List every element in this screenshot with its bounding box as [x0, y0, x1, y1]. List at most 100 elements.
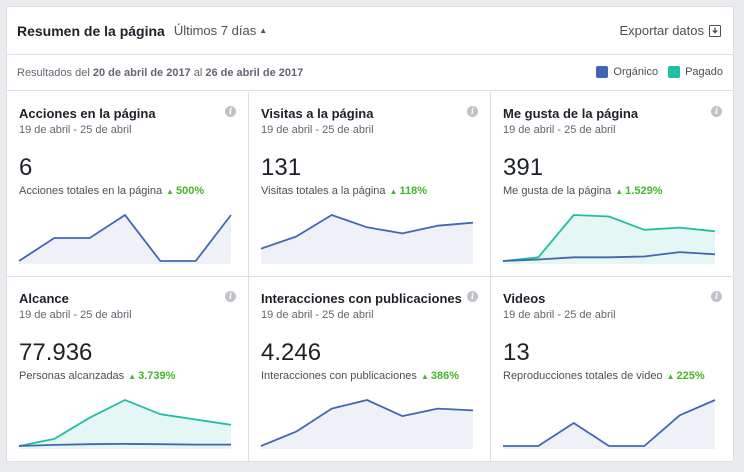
sparkline-chart: [18, 399, 232, 449]
results-period-bar: Resultados del 20 de abril de 2017 al 26…: [7, 55, 733, 91]
metric-title[interactable]: Alcance: [19, 291, 69, 306]
legend-organic-label: Orgánico: [613, 66, 659, 78]
legend-paid: Pagado: [668, 66, 723, 78]
metric-change: ▲ 3.739%: [128, 370, 175, 382]
info-icon[interactable]: i: [467, 106, 478, 117]
metric-description-label: Acciones totales en la página: [19, 185, 163, 197]
trend-up-icon: ▲: [615, 186, 624, 196]
paid-series-line: [502, 214, 716, 262]
metric-change: ▲ 225%: [667, 370, 705, 382]
metric-card-videos[interactable]: Videos 19 de abril - 25 de abril i 13 Reprod…: [491, 277, 734, 462]
metric-description-label: Personas alcanzadas: [19, 370, 125, 382]
metric-change: ▲ 1.529%: [615, 185, 662, 197]
page-summary-panel: Resumen de la página Últimos 7 días ▲︎ E…: [6, 6, 734, 462]
metric-description: Reproducciones totales de video ▲ 225%: [503, 370, 705, 382]
metric-description: Personas alcanzadas ▲ 3.739%: [19, 370, 175, 382]
info-icon[interactable]: i: [467, 291, 478, 302]
metric-value: 4.246: [261, 339, 322, 366]
metric-change-value: 3.739%: [138, 370, 176, 382]
metric-change: ▲ 118%: [390, 185, 427, 197]
metric-date-range: 19 de abril - 25 de abril: [261, 124, 374, 136]
results-start-date: 20 de abril de 2017: [92, 66, 191, 79]
organic-series-line: [260, 399, 474, 447]
trend-up-icon: ▲: [389, 186, 398, 196]
sparkline-chart: [260, 399, 474, 449]
metric-card-page-likes[interactable]: Me gusta de la página 19 de abril - 25 de…: [491, 92, 734, 277]
legend: Orgánico Pagado: [586, 66, 723, 78]
metric-description: Interacciones con publicaciones ▲ 386%: [261, 370, 459, 382]
organic-series-area: [503, 400, 715, 449]
date-range-label: Últimos 7 días: [173, 23, 257, 38]
organic-series-area: [19, 215, 231, 264]
download-icon: [709, 24, 721, 37]
metric-description-label: Visitas totales a la página: [261, 185, 386, 197]
metric-title[interactable]: Acciones en la página: [19, 106, 156, 121]
metric-value: 391: [503, 154, 544, 181]
info-icon[interactable]: i: [711, 106, 722, 117]
metric-change-value: 1.529%: [625, 185, 663, 197]
organic-series-line: [260, 214, 474, 250]
results-period-text: Resultados del 20 de abril de 2017 al 26…: [17, 67, 303, 79]
metric-change: ▲ 500%: [166, 185, 204, 197]
info-icon[interactable]: i: [225, 291, 236, 302]
paid-series-area: [503, 215, 715, 264]
metric-card-page-views[interactable]: Visitas a la página 19 de abril - 25 de a…: [249, 92, 491, 277]
organic-series-line: [18, 443, 231, 447]
metric-change-value: 386%: [430, 370, 459, 382]
metric-change-value: 225%: [676, 370, 705, 382]
metric-card-reach[interactable]: Alcance 19 de abril - 25 de abril i 77.936 P…: [7, 277, 249, 462]
metric-card-page-actions[interactable]: Acciones en la página 19 de abril - 25 de…: [7, 92, 249, 277]
metric-description-label: Interacciones con publicaciones: [261, 370, 417, 382]
metric-description: Me gusta de la página ▲ 1.529%: [503, 185, 662, 197]
export-data-label: Exportar datos: [619, 23, 704, 38]
results-connector: al: [193, 66, 203, 79]
sparkline-chart: [502, 214, 716, 264]
paid-series-line: [18, 399, 232, 447]
metric-change-value: 500%: [176, 185, 205, 197]
metric-date-range: 19 de abril - 25 de abril: [19, 309, 132, 321]
metric-value: 131: [261, 154, 302, 181]
metric-description-label: Reproducciones totales de video: [503, 370, 663, 382]
sort-caret-icon: ▲︎: [259, 26, 268, 35]
metric-date-range: 19 de abril - 25 de abril: [19, 124, 132, 136]
results-end-date: 26 de abril de 2017: [205, 66, 304, 79]
metric-card-post-engagements[interactable]: Interacciones con publicaciones 19 de abr…: [249, 277, 491, 462]
organic-series-line: [18, 214, 232, 262]
date-range-selector[interactable]: Últimos 7 días ▲︎: [174, 23, 267, 38]
organic-series-line: [502, 251, 716, 262]
metric-title[interactable]: Me gusta de la página: [503, 106, 639, 121]
metric-description: Acciones totales en la página ▲ 500%: [19, 185, 204, 197]
export-data-button[interactable]: Exportar datos: [619, 23, 721, 38]
info-icon[interactable]: i: [711, 291, 722, 302]
metric-description: Visitas totales a la página ▲ 118%: [261, 185, 427, 197]
metric-value: 6: [19, 154, 33, 181]
trend-up-icon: ▲: [128, 371, 137, 381]
metrics-grid: Acciones en la página 19 de abril - 25 de…: [7, 92, 734, 462]
metric-title[interactable]: Visitas a la página: [261, 106, 374, 121]
sparkline-chart: [503, 399, 716, 449]
summary-header: Resumen de la página Últimos 7 días ▲︎ E…: [7, 7, 733, 55]
metric-change: ▲ 386%: [421, 370, 459, 382]
organic-series-area: [261, 400, 473, 449]
metric-value: 13: [503, 339, 530, 366]
info-icon[interactable]: i: [225, 106, 236, 117]
metric-title[interactable]: Interacciones con publicaciones: [261, 291, 462, 306]
summary-title: Resumen de la página: [17, 22, 165, 39]
metric-value: 77.936: [19, 339, 93, 366]
trend-up-icon: ▲: [166, 186, 175, 196]
organic-series-area: [261, 215, 473, 264]
metric-date-range: 19 de abril - 25 de abril: [261, 309, 374, 321]
metric-title[interactable]: Videos: [503, 291, 546, 306]
paid-series-area: [19, 400, 231, 449]
sparkline-chart: [18, 214, 232, 264]
legend-paid-label: Pagado: [685, 66, 723, 78]
trend-up-icon: ▲: [420, 371, 429, 381]
metric-date-range: 19 de abril - 25 de abril: [503, 124, 616, 136]
trend-up-icon: ▲: [666, 371, 675, 381]
legend-organic-swatch: [596, 66, 609, 78]
organic-series-line: [503, 399, 716, 447]
sparkline-chart: [260, 214, 474, 264]
metric-change-value: 118%: [399, 185, 427, 197]
metric-date-range: 19 de abril - 25 de abril: [503, 309, 616, 321]
legend-paid-swatch: [668, 66, 681, 78]
